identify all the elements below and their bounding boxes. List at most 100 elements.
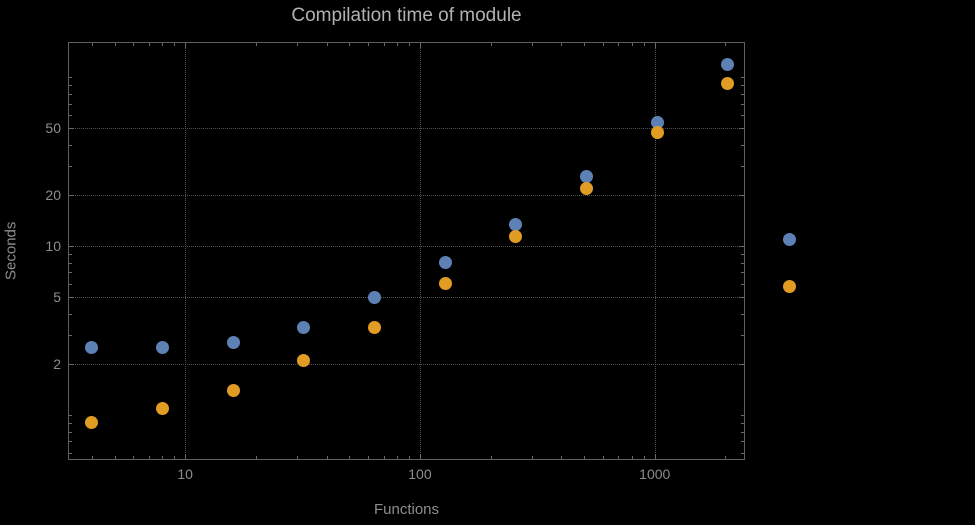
x-minor-tick [255, 43, 257, 46]
x-minor-tick [725, 456, 727, 459]
y-minor-tick [69, 103, 72, 105]
x-minor-tick [162, 456, 164, 459]
x-minor-tick [618, 43, 620, 46]
x-minor-tick [643, 43, 645, 46]
y-major-tick [69, 246, 74, 248]
y-tick-label: 2 [53, 356, 61, 373]
y-minor-tick [69, 165, 72, 167]
x-minor-tick [561, 43, 563, 46]
y-tick-label: 10 [45, 238, 61, 255]
y-minor-tick [741, 93, 744, 95]
y-major-tick [69, 364, 74, 366]
x-minor-tick [618, 456, 620, 459]
y-minor-tick [69, 422, 72, 424]
y-minor-tick [69, 114, 72, 116]
y-minor-tick [69, 272, 72, 274]
y-minor-tick [69, 93, 72, 95]
y-major-tick [69, 297, 74, 299]
y-major-tick [739, 246, 744, 248]
x-minor-tick [531, 456, 533, 459]
x-minor-tick [383, 456, 385, 459]
x-minor-tick [397, 456, 399, 459]
data-point-series-1 [155, 341, 169, 355]
y-minor-tick [741, 103, 744, 105]
y-minor-tick [69, 283, 72, 285]
y-major-tick [739, 195, 744, 197]
x-major-tick [419, 43, 421, 48]
data-point-series-1 [721, 57, 735, 71]
data-point-series-1 [509, 217, 523, 231]
x-tick-label: 10 [177, 466, 193, 482]
y-minor-tick [741, 415, 744, 417]
y-major-tick [739, 364, 744, 366]
y-major-tick [69, 195, 74, 197]
data-point-series-1 [438, 256, 452, 270]
y-gridline [69, 297, 744, 299]
x-minor-tick [114, 43, 116, 46]
x-gridline [654, 43, 656, 459]
data-point-series-1 [85, 341, 99, 355]
legend-marker-icon [783, 280, 796, 293]
x-minor-tick [602, 456, 604, 459]
y-minor-tick [69, 313, 72, 315]
y-minor-tick [741, 272, 744, 274]
y-axis-label: Seconds [2, 221, 20, 281]
x-minor-tick [133, 43, 135, 46]
x-minor-tick [174, 43, 176, 46]
y-major-tick [739, 297, 744, 299]
data-point-series-2 [650, 126, 664, 140]
x-minor-tick [725, 43, 727, 46]
y-minor-tick [741, 144, 744, 146]
legend-item [783, 233, 804, 246]
data-point-series-2 [509, 229, 523, 243]
x-minor-tick [602, 43, 604, 46]
x-minor-tick [349, 456, 351, 459]
y-minor-tick [69, 452, 72, 454]
y-minor-tick [69, 334, 72, 336]
x-major-tick [654, 454, 656, 459]
x-minor-tick [584, 43, 586, 46]
data-point-series-2 [155, 401, 169, 415]
x-major-tick [185, 43, 187, 48]
data-point-series-2 [297, 354, 311, 368]
y-gridline [69, 128, 744, 130]
legend [783, 233, 804, 327]
y-minor-tick [741, 313, 744, 315]
y-minor-tick [741, 452, 744, 454]
y-minor-tick [741, 334, 744, 336]
y-minor-tick [69, 144, 72, 146]
y-minor-tick [69, 415, 72, 417]
y-gridline [69, 195, 744, 197]
y-minor-tick [741, 165, 744, 167]
x-minor-tick [148, 43, 150, 46]
y-minor-tick [741, 431, 744, 433]
data-point-series-1 [297, 321, 311, 335]
data-point-series-1 [367, 290, 381, 304]
x-minor-tick [297, 456, 299, 459]
data-point-series-2 [579, 181, 593, 195]
y-tick-label: 5 [53, 289, 61, 306]
data-point-series-2 [85, 416, 99, 430]
x-minor-tick [91, 43, 93, 46]
legend-marker-icon [783, 233, 796, 246]
data-point-series-2 [226, 383, 240, 397]
x-minor-tick [255, 456, 257, 459]
y-minor-tick [741, 283, 744, 285]
x-axis-label: Functions [373, 501, 440, 518]
x-gridline [185, 43, 187, 459]
y-minor-tick [741, 114, 744, 116]
y-minor-tick [69, 431, 72, 433]
data-point-series-2 [721, 77, 735, 91]
y-minor-tick [69, 254, 72, 256]
x-tick-label: 1000 [639, 466, 671, 482]
x-minor-tick [326, 456, 328, 459]
x-minor-tick [490, 456, 492, 459]
data-point-series-1 [650, 116, 664, 130]
data-point-series-2 [367, 321, 381, 335]
x-minor-tick [631, 43, 633, 46]
y-minor-tick [741, 77, 744, 79]
x-gridline [419, 43, 421, 459]
plot-area [68, 42, 745, 460]
x-minor-tick [162, 43, 164, 46]
